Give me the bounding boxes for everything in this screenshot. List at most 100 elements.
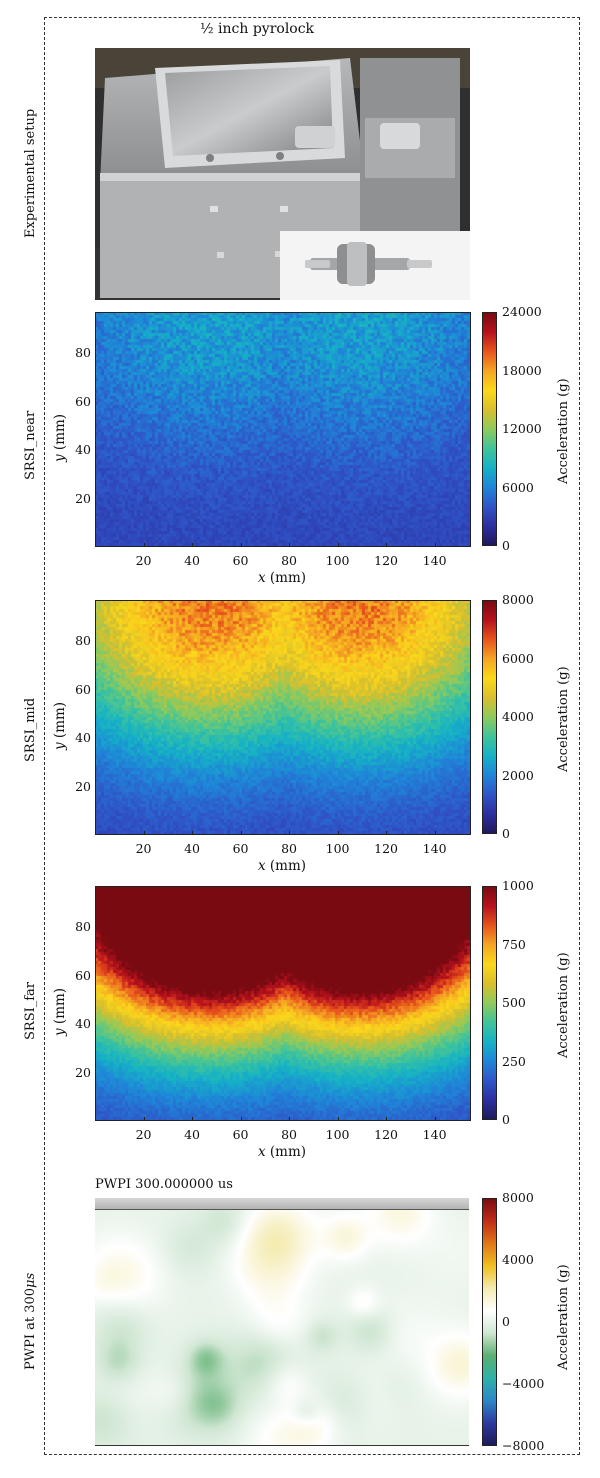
y-axis-label: y (mm) bbox=[52, 702, 68, 750]
colorbar-tick-label: 6000 bbox=[502, 650, 534, 666]
x-tick-mark bbox=[337, 831, 339, 835]
x-axis-var: x bbox=[258, 570, 266, 586]
colorbar-tick-label: 2000 bbox=[502, 767, 534, 783]
x-tick-label: 100 bbox=[325, 553, 350, 568]
x-tick-mark bbox=[434, 543, 436, 547]
x-tick-label: 60 bbox=[232, 1127, 249, 1142]
experimental-setup-photo bbox=[95, 48, 470, 300]
y-axis-var: y bbox=[52, 454, 68, 462]
x-tick-label: 40 bbox=[184, 841, 200, 856]
colorbar-tick-label: 0 bbox=[502, 538, 510, 553]
x-axis-var: x bbox=[258, 858, 266, 874]
x-tick-mark bbox=[143, 1117, 145, 1121]
x-tick-label: 20 bbox=[135, 553, 152, 568]
pwpi-frame bbox=[95, 1209, 469, 1446]
colorbar-tick-label: 24000 bbox=[502, 304, 542, 319]
colorbar-tick-label: 12000 bbox=[502, 421, 542, 436]
x-tick-mark bbox=[289, 831, 291, 835]
heatmap-near bbox=[95, 312, 471, 547]
pwpi-field-canvas bbox=[95, 1209, 469, 1445]
colorbar-tick-label: 18000 bbox=[502, 362, 542, 378]
x-tick-mark bbox=[337, 1117, 339, 1121]
pwpi-toolbar-strip bbox=[95, 1198, 469, 1209]
y-tick-label: 20 bbox=[75, 490, 91, 506]
x-tick-mark bbox=[289, 543, 291, 547]
x-tick-label: 20 bbox=[135, 1127, 152, 1142]
x-tick-mark bbox=[289, 1117, 291, 1121]
x-tick-label: 120 bbox=[374, 553, 399, 568]
colorbar-pwpi bbox=[482, 1198, 497, 1446]
row-label-pwpi: PWPI at 300μs bbox=[23, 1272, 38, 1370]
x-tick-mark bbox=[386, 831, 388, 835]
y-tick-label: 60 bbox=[75, 681, 91, 697]
colorbar-tick-label: −4000 bbox=[502, 1376, 545, 1391]
x-axis-unit: (mm) bbox=[265, 570, 307, 586]
x-tick-label: 120 bbox=[374, 841, 399, 856]
y-tick-label: 80 bbox=[75, 919, 91, 935]
x-tick-label: 120 bbox=[374, 1127, 399, 1142]
plot-frame-far bbox=[95, 886, 471, 1121]
x-tick-label: 140 bbox=[422, 841, 447, 856]
y-axis-unit: (mm) bbox=[52, 987, 68, 1029]
y-axis-var: y bbox=[52, 742, 68, 750]
x-tick-mark bbox=[386, 543, 388, 547]
y-tick-label: 80 bbox=[75, 633, 91, 649]
x-tick-label: 80 bbox=[281, 841, 298, 856]
x-tick-label: 60 bbox=[232, 841, 249, 856]
figure-frame bbox=[44, 17, 580, 1455]
colorbar-label: Acceleration (g) bbox=[556, 378, 571, 484]
colorbar-tick-label: 4000 bbox=[502, 1252, 534, 1267]
y-tick-label: 20 bbox=[75, 1064, 91, 1080]
y-tick-label: 40 bbox=[75, 1016, 91, 1032]
x-tick-label: 140 bbox=[422, 1127, 447, 1142]
x-tick-label: 100 bbox=[325, 1127, 350, 1142]
colorbar-tick-label: 0 bbox=[502, 1314, 510, 1329]
x-tick-label: 80 bbox=[281, 553, 298, 568]
colorbar-mid bbox=[482, 600, 497, 834]
colorbar-label: Acceleration (g) bbox=[556, 1264, 571, 1370]
y-axis-unit: (mm) bbox=[52, 701, 68, 743]
x-tick-mark bbox=[240, 543, 242, 547]
colorbar-tick-label: 8000 bbox=[502, 592, 534, 607]
x-tick-label: 40 bbox=[184, 1127, 200, 1142]
x-axis-unit: (mm) bbox=[265, 1144, 307, 1160]
y-axis-unit: (mm) bbox=[52, 413, 68, 455]
figure-top-label: ½ inch pyrolock bbox=[200, 21, 315, 37]
y-axis-label: y (mm) bbox=[52, 414, 68, 462]
x-axis-label: x (mm) bbox=[258, 1144, 306, 1160]
x-tick-mark bbox=[434, 831, 436, 835]
x-tick-label: 60 bbox=[232, 553, 249, 568]
colorbar-tick-label: 8000 bbox=[502, 1190, 534, 1205]
x-tick-label: 40 bbox=[184, 553, 200, 568]
x-tick-mark bbox=[434, 1117, 436, 1121]
x-tick-label: 80 bbox=[281, 1127, 298, 1142]
x-axis-var: x bbox=[258, 1144, 266, 1160]
colorbar-tick-label: 500 bbox=[502, 995, 526, 1010]
x-tick-mark bbox=[192, 543, 194, 547]
colorbar-tick-label: 4000 bbox=[502, 709, 534, 724]
x-axis-label: x (mm) bbox=[258, 570, 306, 586]
x-tick-mark bbox=[337, 543, 339, 547]
plot-frame-mid bbox=[95, 600, 471, 835]
y-tick-label: 80 bbox=[75, 345, 91, 361]
colorbar-tick-label: −8000 bbox=[502, 1438, 545, 1453]
x-axis-label: x (mm) bbox=[258, 858, 306, 874]
row-label-near: SRSI_near bbox=[23, 410, 38, 480]
row-label-mid: SRSI_mid bbox=[23, 697, 38, 762]
heatmap-mid bbox=[95, 600, 471, 835]
colorbar-label: Acceleration (g) bbox=[556, 952, 571, 1058]
colorbar-tick-label: 750 bbox=[502, 936, 526, 952]
y-axis-var: y bbox=[52, 1028, 68, 1036]
y-tick-label: 60 bbox=[75, 967, 91, 983]
colorbar-tick-label: 6000 bbox=[502, 479, 534, 495]
x-axis-unit: (mm) bbox=[265, 858, 307, 874]
y-tick-label: 60 bbox=[75, 393, 91, 409]
y-tick-label: 40 bbox=[75, 730, 91, 746]
row-label-far: SRSI_far bbox=[23, 981, 38, 1040]
row-label-setup: Experimental setup bbox=[23, 108, 38, 238]
plot-frame-near bbox=[95, 312, 471, 547]
y-axis-label: y (mm) bbox=[52, 988, 68, 1036]
y-tick-label: 20 bbox=[75, 778, 91, 794]
x-tick-mark bbox=[192, 1117, 194, 1121]
x-tick-mark bbox=[192, 831, 194, 835]
